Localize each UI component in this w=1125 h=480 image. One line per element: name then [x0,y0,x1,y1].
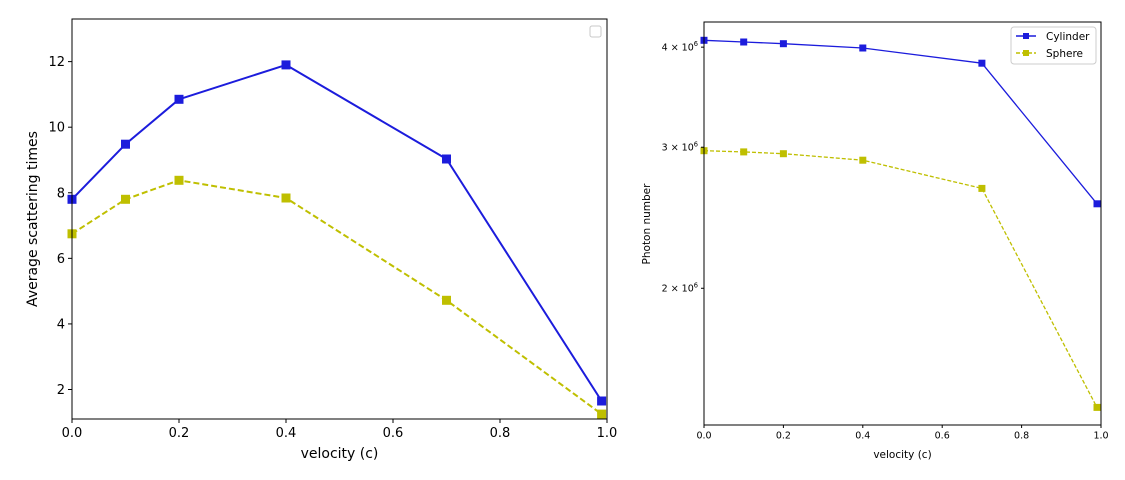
scattering-chart: 0.0 0.2 0.4 0.6 0.8 1.0 2 4 6 8 10 12 velocity (c)… [25,18,618,462]
photon-cylinder-point [1093,200,1101,208]
scattering-cylinder-line [71,63,603,402]
photon-cylinder-line [703,39,1098,205]
scattering-sphere-point [442,295,451,305]
scattering-x-tick-label: 0.0 [62,426,83,441]
photon-chart: 0.0 0.2 0.4 0.6 0.8 1.0 2 × 106 3 × 106 4 × 106… [641,21,1109,461]
photon-sphere-point [978,184,986,192]
photon-x-tick-label: 0.4 [855,431,870,442]
photon-x-axis-label: velocity (c) [873,449,931,461]
legend-sphere-label: Sphere [1046,48,1083,60]
photon-cylinder-point [779,40,787,48]
photon-y-tick-label: 3 × 106 [662,140,698,153]
scattering-y-tick-label: 4 [57,317,65,332]
scattering-y-tick-label: 8 [57,186,65,201]
photon-x-tick-label: 0.2 [776,431,791,442]
scattering-x-axis-label: velocity (c) [301,446,379,462]
scattering-chart-marks [67,60,607,419]
scattering-sphere-line [71,179,603,415]
scattering-sphere-point [281,193,291,203]
scattering-sphere-point [121,194,130,204]
scattering-x-tick-label: 0.4 [276,426,297,441]
legend-cylinder-label: Cylinder [1046,31,1090,43]
scattering-sphere-point [174,175,184,185]
scattering-x-tick-label: 0.8 [490,426,511,441]
photon-cylinder-point [978,59,986,67]
scattering-x-tick-label: 0.6 [383,426,404,441]
scattering-y-tick-label: 2 [57,383,65,398]
scattering-x-tick-label: 1.0 [597,426,618,441]
photon-x-tick-label: 0.8 [1014,431,1029,442]
photon-x-tick-label: 0.6 [935,431,950,442]
scattering-sphere-point [597,409,607,419]
photon-sphere-point [779,150,787,158]
scattering-y-axis: 2 4 6 8 10 12 [48,55,72,398]
scattering-y-tick-label: 10 [48,121,65,136]
scattering-empty-legend-box [589,25,602,38]
photon-y-axis-label: Photon number [641,183,653,265]
photon-legend: Cylinder Sphere [1010,26,1097,65]
photon-chart-frame [703,21,1102,426]
photon-sphere-point [859,156,867,164]
scattering-y-tick-label: 12 [48,55,65,70]
photon-y-axis: 2 × 106 3 × 106 4 × 106 [662,40,704,295]
photon-y-tick-label: 2 × 106 [662,281,698,294]
photon-sphere-point [740,148,748,156]
photon-cylinder-point [740,38,748,46]
scattering-y-axis-label: Average scattering times [25,131,41,307]
legend-cylinder-marker [1023,33,1029,39]
scattering-x-axis: 0.0 0.2 0.4 0.6 0.8 1.0 [62,419,618,441]
photon-x-tick-label: 0.0 [696,431,711,442]
scattering-cylinder-point [442,154,451,164]
scattering-cylinder-point [174,94,184,104]
scattering-chart-frame [71,18,608,420]
scattering-y-tick-label: 6 [57,252,65,267]
photon-x-axis: 0.0 0.2 0.4 0.6 0.8 1.0 [696,425,1109,442]
photon-y-tick-label: 4 × 106 [662,40,698,53]
legend-sphere-marker [1023,50,1029,56]
photon-sphere-point [1093,403,1101,411]
scattering-cylinder-point [597,396,607,406]
photon-x-tick-label: 1.0 [1093,431,1108,442]
scattering-cylinder-point [281,60,291,70]
scattering-cylinder-point [121,139,130,149]
scattering-x-tick-label: 0.2 [169,426,190,441]
photon-cylinder-point [859,44,867,52]
photon-sphere-line [703,150,1098,408]
